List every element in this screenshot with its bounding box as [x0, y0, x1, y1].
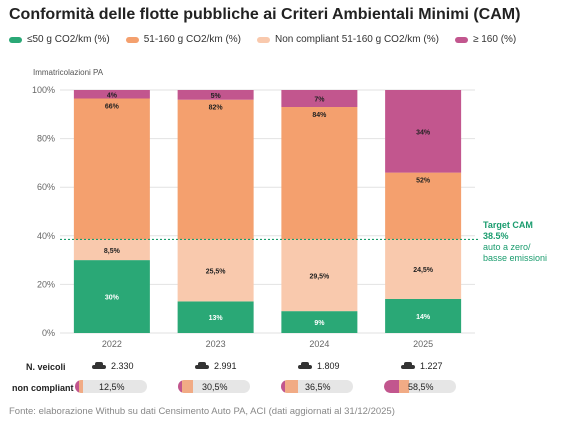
y-tick-label: 20% [37, 279, 55, 289]
bar-segment [177, 301, 254, 333]
legend-label: ≤50 g CO2/km (%) [27, 34, 110, 45]
legend-item-51-160: 51-160 g CO2/km (%) [125, 34, 241, 45]
target-note-line1: auto a zero/ [483, 242, 531, 252]
target-value: 38.5% [483, 231, 509, 241]
data-label: 24,5% [413, 267, 434, 274]
pill-segment-ge160 [75, 380, 79, 393]
y-tick-label: 40% [37, 231, 55, 241]
x-tick-label: 2023 [206, 339, 226, 349]
noncompliant-pill: 36,5% [281, 380, 353, 393]
data-label: 13% [209, 315, 224, 322]
bar-segment [177, 239, 254, 302]
vehicles-count: 2.330 [111, 361, 134, 371]
source-note: Fonte: elaborazione Withub su dati Censi… [9, 406, 395, 417]
y-tick-label: 0% [42, 328, 55, 338]
legend-swatch [454, 36, 468, 43]
bar-segment [73, 98, 150, 240]
vehicles-row-label: N. veicoli [26, 362, 66, 372]
noncompliant-percent: 58,5% [408, 381, 434, 392]
noncompliant-2023: 30,5% [178, 380, 250, 393]
target-note-line2: basse emissioni [483, 253, 548, 263]
legend-swatch [9, 36, 22, 43]
bar-segment [177, 99, 254, 240]
bar-segment [281, 107, 358, 240]
legend-item-le50: ≤50 g CO2/km (%) [9, 34, 110, 45]
bar-segment [73, 239, 150, 261]
y-axis-label: Immatricolazioni PA [33, 68, 104, 77]
pill-segment-noncompliant [182, 380, 194, 393]
legend-swatch [257, 36, 270, 43]
legend: ≤50 g CO2/km (%) 51-160 g CO2/km (%) Non… [9, 34, 564, 45]
y-tick-label: 100% [32, 85, 55, 95]
legend-label: ≥ 160 (%) [472, 34, 517, 45]
chart-title: Conformità delle flotte pubbliche ai Cri… [9, 6, 521, 23]
bar-segment [177, 90, 254, 100]
noncompliant-pill: 30,5% [178, 380, 250, 393]
pill-segment-noncompliant [79, 380, 83, 393]
bar-segment [281, 90, 358, 108]
vehicles-count: 1.227 [420, 361, 443, 371]
bar-segment [73, 90, 150, 99]
data-label: 25,5% [206, 268, 227, 275]
noncompliant-row-label: non compliant [12, 383, 74, 393]
noncompliant-2025: 58,5% [384, 380, 456, 393]
pill-segment-ge160 [384, 380, 399, 393]
noncompliant-2024: 36,5% [281, 380, 353, 393]
bar-segment [73, 260, 150, 333]
bar-segment [281, 311, 358, 333]
target-title: Target CAM [483, 220, 533, 230]
noncompliant-percent: 12,5% [99, 381, 125, 392]
data-label: 52% [416, 178, 431, 185]
pill-segment-noncompliant [398, 380, 410, 393]
vehicles-count-2024: 1.809 [297, 361, 340, 371]
data-label: 5% [211, 93, 222, 100]
bar-segment [385, 298, 462, 333]
data-label: 29,5% [309, 273, 330, 280]
x-tick-label: 2022 [102, 339, 122, 349]
noncompliant-percent: 36,5% [305, 381, 331, 392]
data-label: 34% [416, 129, 431, 136]
data-label: 4% [107, 92, 118, 99]
y-tick-label: 60% [37, 182, 55, 192]
target-annotation: Target CAM 38.5% auto a zero/ basse emis… [483, 220, 547, 264]
bar-segment [385, 90, 462, 173]
data-label: 8,5% [104, 248, 121, 255]
x-tick-label: 2024 [309, 339, 329, 349]
vehicles-count-2022: 2.330 [91, 361, 134, 371]
pill-segment-ge160 [178, 380, 182, 393]
data-label: 82% [209, 105, 224, 112]
vehicles-count-2025: 1.227 [400, 361, 443, 371]
car-icon [194, 362, 210, 370]
vehicles-count: 2.991 [214, 361, 237, 371]
x-tick-label: 2025 [413, 339, 433, 349]
data-label: 84% [312, 112, 327, 119]
bar-segment [385, 172, 462, 240]
vehicles-count-2023: 2.991 [194, 361, 237, 371]
stacked-bar-chart: 0% 20% 40% 60% 80% 100% 30% 8,5% 66% 4% 2022 13% 25,… [32, 85, 480, 349]
legend-label: 51-160 g CO2/km (%) [143, 34, 241, 45]
vehicles-count: 1.809 [317, 361, 340, 371]
legend-label: Non compliant 51-160 g CO2/km (%) [275, 34, 439, 45]
car-icon [400, 362, 416, 370]
data-label: 7% [314, 97, 325, 104]
noncompliant-percent: 30,5% [202, 381, 228, 392]
data-label: 66% [105, 104, 120, 111]
pill-segment-ge160 [281, 380, 285, 393]
legend-swatch [125, 36, 139, 43]
y-tick-label: 80% [37, 134, 55, 144]
legend-item-noncompliant: Non compliant 51-160 g CO2/km (%) [257, 34, 439, 45]
data-label: 14% [416, 314, 431, 321]
car-icon [297, 362, 313, 370]
noncompliant-2022: 12,5% [75, 380, 147, 393]
data-label: 9% [314, 320, 325, 327]
legend-item-ge160: ≥ 160 (%) [454, 34, 517, 45]
pill-segment-noncompliant [285, 380, 298, 393]
bar-segment [385, 239, 462, 299]
noncompliant-pill: 12,5% [75, 380, 147, 393]
noncompliant-pill: 58,5% [384, 380, 456, 393]
bar-segment [281, 239, 358, 312]
data-label: 30% [105, 295, 120, 302]
car-icon [91, 362, 107, 370]
